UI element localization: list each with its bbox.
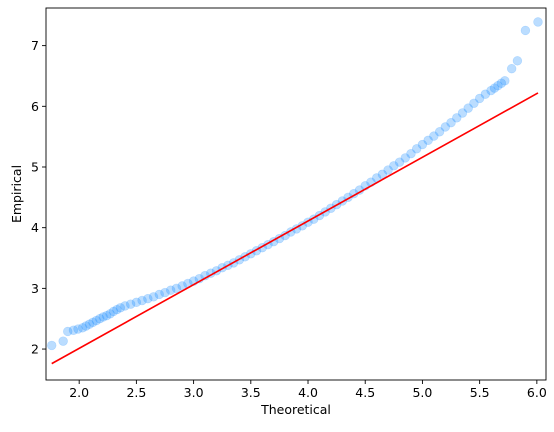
data-point: [474, 93, 485, 104]
x-tick-label: 5.5: [470, 385, 490, 400]
data-point: [506, 63, 517, 74]
x-tick-label: 3.0: [184, 385, 204, 400]
data-point: [95, 314, 105, 324]
reference-line: [51, 92, 539, 365]
data-point: [73, 324, 83, 334]
y-tick-label: 6: [31, 99, 39, 114]
data-point: [394, 157, 405, 167]
x-tick-label: 2.5: [126, 385, 146, 400]
data-point: [446, 117, 456, 128]
data-point: [77, 323, 88, 333]
y-tick-label: 5: [31, 159, 39, 174]
data-point: [423, 135, 433, 145]
data-point: [417, 139, 428, 150]
data-point: [68, 325, 79, 335]
data-point: [496, 78, 507, 88]
data-point: [98, 312, 108, 322]
x-axis-label: Theoretical: [260, 402, 331, 417]
data-point: [533, 17, 543, 27]
data-point: [400, 153, 410, 163]
data-point: [81, 321, 91, 331]
data-point: [148, 292, 159, 302]
data-point: [412, 144, 422, 154]
data-point: [131, 297, 142, 308]
data-point: [457, 108, 468, 118]
x-axis-ticks: 2.0 2.5 3.0 3.5 4.0 4.5 5.0 5.5 6.0: [69, 380, 547, 400]
data-point: [91, 315, 102, 326]
plot-area-frame: [45, 7, 547, 381]
data-point: [406, 148, 416, 159]
x-tick-label: 5.0: [412, 385, 432, 400]
data-point: [489, 83, 500, 93]
y-tick-label: 3: [31, 281, 39, 296]
data-point: [463, 103, 473, 113]
data-point: [154, 289, 164, 300]
data-point: [469, 98, 479, 108]
data-point: [452, 113, 462, 123]
reference-lines: [51, 92, 539, 365]
y-tick-label: 4: [31, 220, 39, 235]
data-point: [493, 80, 503, 91]
x-tick-label: 6.0: [527, 385, 547, 400]
data-point: [112, 304, 122, 315]
data-point: [108, 306, 119, 317]
data-point: [389, 161, 399, 171]
data-point: [166, 285, 176, 295]
data-point: [429, 131, 439, 141]
data-point: [160, 287, 170, 298]
data-point: [47, 340, 57, 351]
y-axis-label: Empirical: [9, 165, 24, 223]
data-point: [120, 301, 130, 311]
data-point: [88, 317, 98, 328]
data-point: [434, 127, 445, 137]
data-point: [486, 85, 496, 96]
y-axis-ticks: 2 3 4 5 6 7: [31, 38, 46, 357]
y-tick-label: 2: [31, 342, 39, 357]
data-point: [125, 299, 136, 309]
data-point: [520, 25, 531, 36]
data-point: [440, 122, 451, 132]
data-point: [512, 56, 523, 66]
y-tick-label: 7: [31, 38, 39, 53]
data-point: [58, 336, 68, 346]
data-point: [171, 283, 182, 294]
data-point: [84, 319, 95, 329]
data-point: [63, 326, 73, 337]
data-point: [480, 89, 491, 99]
x-tick-label: 4.5: [355, 385, 375, 400]
data-point: [143, 293, 153, 304]
x-tick-label: 2.0: [69, 385, 89, 400]
data-point: [101, 310, 112, 321]
data-point: [105, 309, 115, 319]
x-tick-label: 4.0: [298, 385, 318, 400]
data-point: [137, 295, 147, 306]
data-point: [383, 165, 393, 175]
x-tick-label: 3.5: [241, 385, 261, 400]
data-point: [115, 303, 126, 313]
data-point: [500, 76, 510, 86]
